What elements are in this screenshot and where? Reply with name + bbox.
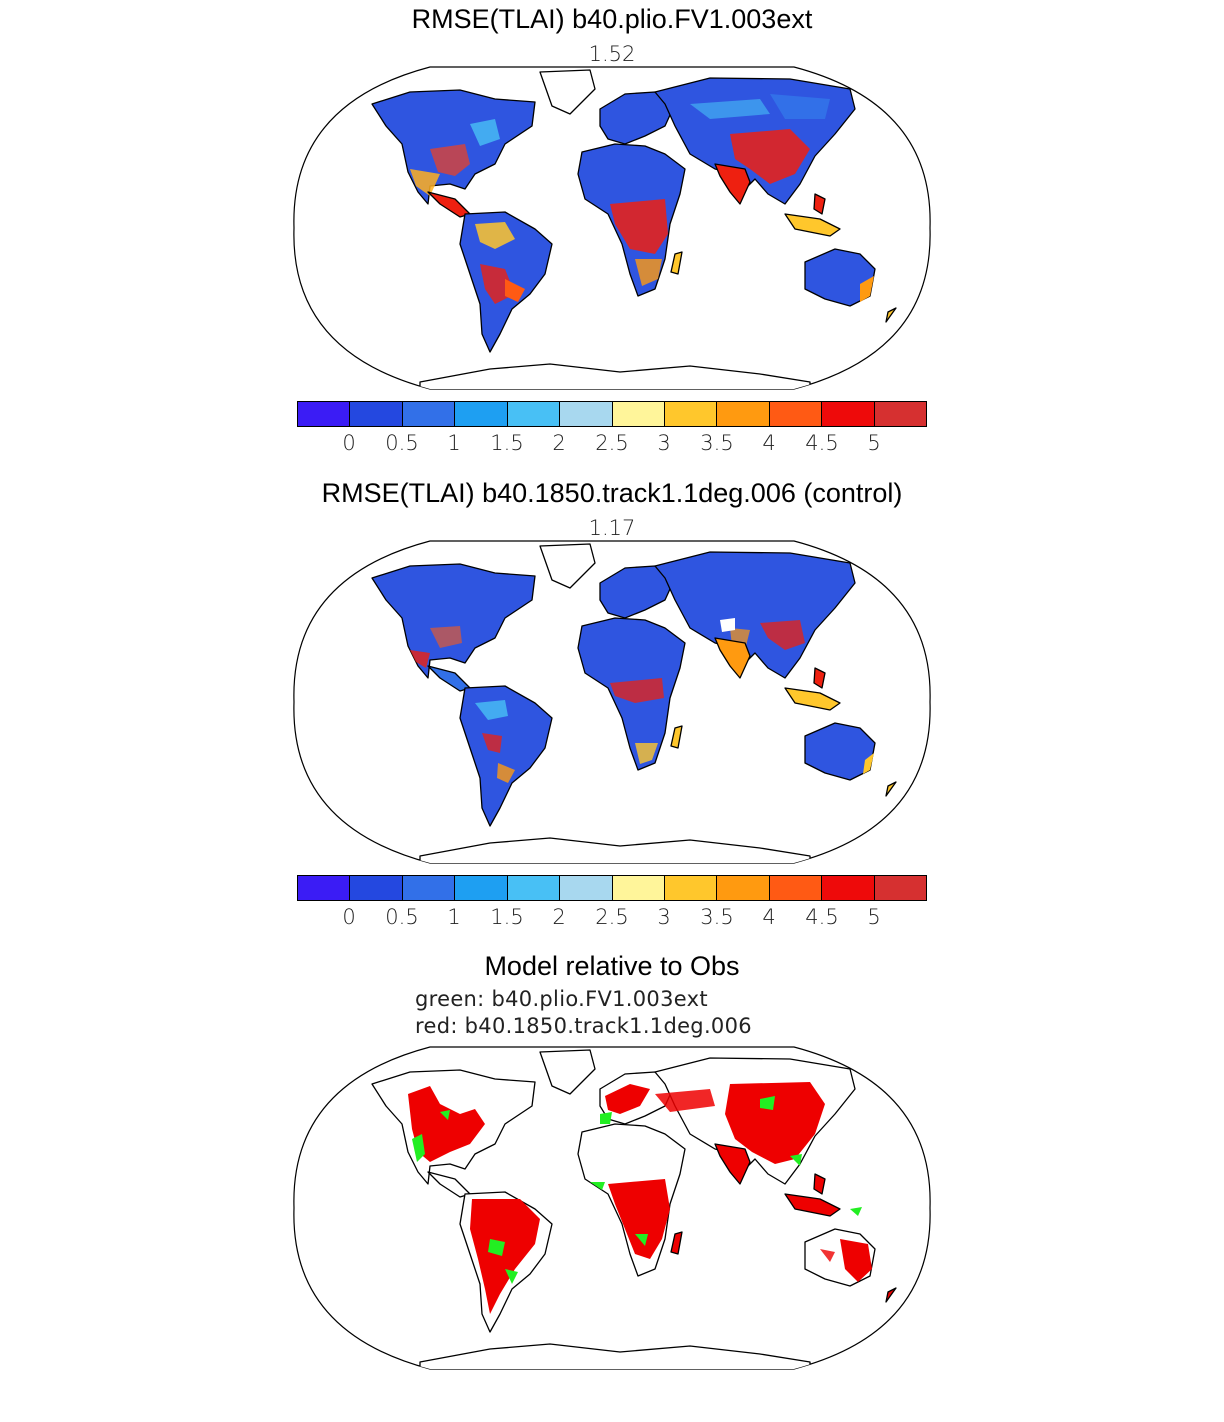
colorbar-tick-label: 1 bbox=[447, 431, 461, 455]
colorbar-tick-label: 4 bbox=[762, 905, 776, 929]
comparison-map bbox=[293, 1046, 931, 1370]
colorbar-swatch bbox=[350, 402, 403, 426]
colorbar-tick-label: 1.5 bbox=[490, 905, 524, 929]
colorbar-tick-label: 1 bbox=[447, 905, 461, 929]
panel1-greenland bbox=[539, 69, 596, 115]
panel1-indonesia bbox=[784, 213, 841, 237]
colorbar-tick-label: 2.5 bbox=[595, 905, 629, 929]
panel2-madagascar bbox=[670, 725, 683, 749]
colorbar-swatch bbox=[874, 402, 927, 426]
panel2-colorbar-ticks: 0 0.5 1 1.5 2 2.5 3 3.5 4 4.5 5 bbox=[297, 905, 927, 931]
panel2-indonesia bbox=[784, 687, 841, 711]
comparison-legend-red: red: b40.1850.track1.1deg.006 bbox=[415, 1014, 752, 1038]
colorbar-swatch bbox=[769, 876, 823, 900]
colorbar-swatch bbox=[560, 876, 613, 900]
colorbar-tick-label: 4.5 bbox=[805, 431, 839, 455]
panel2-global-rmse: 1.17 bbox=[588, 516, 636, 540]
colorbar-swatch bbox=[822, 876, 875, 900]
colorbar-tick-label: 2 bbox=[552, 905, 566, 929]
colorbar-swatch bbox=[822, 402, 875, 426]
colorbar-swatch bbox=[507, 876, 561, 900]
colorbar-swatch bbox=[350, 876, 403, 900]
colorbar-swatch bbox=[402, 402, 456, 426]
panel2-antarctica bbox=[419, 837, 811, 863]
colorbar-tick-label: 3.5 bbox=[700, 431, 734, 455]
colorbar-swatch bbox=[298, 402, 351, 426]
colorbar-tick-label: 1.5 bbox=[490, 431, 524, 455]
panel2-india bbox=[714, 637, 751, 679]
comparison-madagascar bbox=[670, 1231, 683, 1255]
colorbar-swatch bbox=[402, 876, 456, 900]
colorbar-swatch bbox=[769, 402, 823, 426]
panel2-map bbox=[293, 540, 931, 864]
panel2-north-america bbox=[371, 563, 536, 679]
panel1-colorbar bbox=[297, 401, 927, 427]
comparison-indonesia bbox=[784, 1193, 841, 1217]
colorbar-swatch bbox=[612, 876, 665, 900]
comparison-greenland bbox=[539, 1049, 596, 1095]
panel2-colorbar bbox=[297, 875, 927, 901]
panel1-madagascar bbox=[670, 251, 683, 275]
comparison-title: Model relative to Obs bbox=[484, 951, 740, 981]
panel1-map bbox=[293, 66, 931, 390]
panel2-greenland bbox=[539, 543, 596, 589]
colorbar-swatch bbox=[560, 402, 613, 426]
colorbar-tick-label: 5 bbox=[867, 905, 881, 929]
panel2-europe bbox=[599, 565, 676, 619]
panel1-india bbox=[714, 163, 751, 205]
panel2-title: RMSE(TLAI) b40.1850.track1.1deg.006 (con… bbox=[321, 478, 903, 508]
colorbar-swatch bbox=[298, 876, 351, 900]
colorbar-tick-label: 0.5 bbox=[385, 905, 419, 929]
comparison-india bbox=[714, 1143, 751, 1185]
colorbar-tick-label: 2.5 bbox=[595, 431, 629, 455]
colorbar-tick-label: 0.5 bbox=[385, 431, 419, 455]
colorbar-swatch bbox=[612, 402, 665, 426]
colorbar-tick-label: 3 bbox=[657, 431, 671, 455]
comparison-antarctica bbox=[419, 1343, 811, 1369]
colorbar-tick-label: 3.5 bbox=[700, 905, 734, 929]
panel2-asia bbox=[654, 551, 856, 679]
panel1-global-rmse: 1.52 bbox=[588, 42, 636, 66]
colorbar-swatch bbox=[664, 876, 718, 900]
colorbar-swatch bbox=[455, 402, 508, 426]
colorbar-tick-label: 5 bbox=[867, 431, 881, 455]
colorbar-swatch bbox=[717, 876, 770, 900]
colorbar-tick-label: 4.5 bbox=[805, 905, 839, 929]
colorbar-tick-label: 0 bbox=[342, 431, 356, 455]
colorbar-swatch bbox=[507, 402, 561, 426]
colorbar-tick-label: 2 bbox=[552, 431, 566, 455]
panel1-colorbar-ticks: 0 0.5 1 1.5 2 2.5 3 3.5 4 4.5 5 bbox=[297, 431, 927, 457]
panel1-europe bbox=[599, 91, 676, 145]
colorbar-tick-label: 0 bbox=[342, 905, 356, 929]
colorbar-swatch bbox=[874, 876, 927, 900]
panel1-title: RMSE(TLAI) b40.plio.FV1.003ext bbox=[411, 4, 813, 34]
colorbar-tick-label: 3 bbox=[657, 905, 671, 929]
comparison-legend-green: green: b40.plio.FV1.003ext bbox=[415, 987, 708, 1011]
colorbar-swatch bbox=[664, 402, 718, 426]
panel2-south-america bbox=[459, 685, 553, 827]
colorbar-swatch bbox=[455, 876, 508, 900]
colorbar-tick-label: 4 bbox=[762, 431, 776, 455]
panel1-antarctica bbox=[419, 363, 811, 389]
colorbar-swatch bbox=[717, 402, 770, 426]
